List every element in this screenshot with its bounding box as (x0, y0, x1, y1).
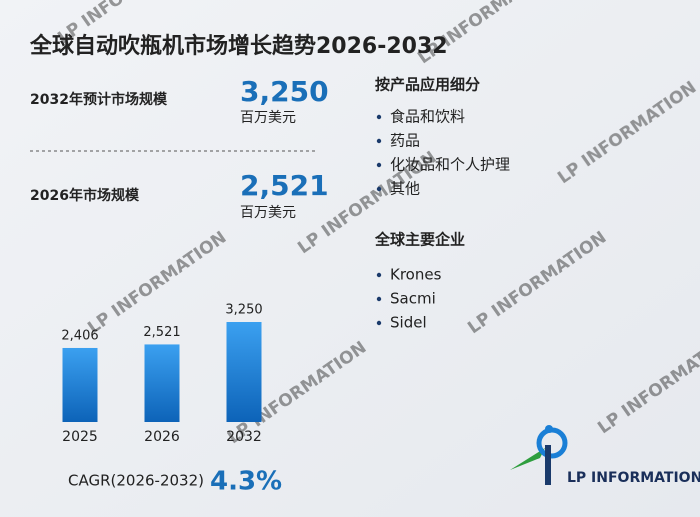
bullet (376, 272, 382, 278)
bar (226, 322, 262, 422)
section-title: 全球主要企业 (374, 231, 465, 249)
bullet (376, 320, 382, 326)
stat-label: 2026年市场规模 (30, 187, 140, 204)
cagr-label: CAGR(2026-2032) (68, 472, 204, 490)
list-item: 食品和饮料 (390, 108, 465, 126)
stat-value: 3,250 (240, 75, 329, 108)
data-label: 2,521 (143, 325, 180, 340)
bullet (376, 138, 382, 144)
x-tick-label: 2025 (62, 429, 98, 445)
bar (62, 347, 98, 422)
bullet (376, 296, 382, 302)
stat-label: 2032年预计市场规模 (30, 91, 168, 108)
list-item: 其他 (390, 180, 420, 198)
stat-unit: 百万美元 (240, 110, 296, 126)
stat-unit: 百万美元 (240, 205, 296, 221)
stat-value: 2,521 (240, 169, 329, 202)
section-title: 按产品应用细分 (375, 76, 480, 94)
bullet (376, 186, 382, 192)
list-item: Sidel (390, 314, 427, 332)
bar (144, 344, 180, 422)
data-label: 2,406 (61, 328, 98, 343)
logo-text: LP INFORMATION (567, 470, 700, 486)
x-tick-label: 2026 (144, 429, 180, 445)
list-item: 药品 (390, 132, 420, 150)
cagr-value: 4.3% (210, 467, 282, 497)
bullet (376, 114, 382, 120)
list-item: Krones (390, 266, 442, 284)
title: 全球自动吹瓶机市场增长趋势2026-2032 (29, 33, 448, 59)
list-item: 化妆品和个人护理 (390, 156, 510, 174)
list-item: Sacmi (390, 290, 436, 308)
logo: LP INFORMATION (510, 425, 700, 486)
bullet (376, 162, 382, 168)
x-tick-label: 2032 (226, 429, 262, 445)
data-label: 3,250 (225, 303, 262, 318)
